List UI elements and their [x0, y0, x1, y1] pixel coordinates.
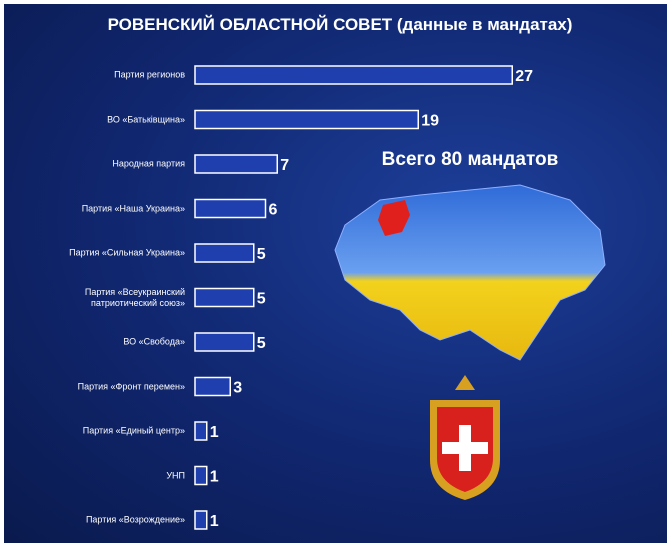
coat-of-arms [430, 375, 500, 500]
bar [194, 376, 231, 397]
annotation: Всего 80 мандатов [382, 149, 559, 170]
value-label: 1 [210, 424, 219, 441]
bar [194, 154, 278, 174]
bar [194, 243, 255, 263]
bar [194, 287, 255, 308]
chart-title: РОВЕНСКИЙ ОБЛАСТНОЙ СОВЕТ (данные в манд… [108, 15, 573, 34]
category-label: УНП [166, 470, 185, 480]
value-label: 5 [257, 335, 266, 352]
category-label: Партия «Наша Украина» [81, 203, 185, 213]
category-label: Партия регионов [114, 69, 185, 80]
map-ukraine [334, 184, 606, 361]
bar [194, 332, 255, 352]
category-label: ВО «Свобода» [123, 336, 185, 347]
value-label: 1 [210, 469, 219, 486]
value-label: 5 [257, 246, 266, 263]
bar [194, 421, 208, 441]
category-label: Партия «Сильная Украина» [69, 247, 185, 258]
value-label: 5 [257, 291, 266, 308]
map-rivne-region [378, 200, 410, 236]
value-label: 1 [210, 513, 219, 530]
category-label: Народная партия [112, 158, 185, 169]
category-label: Партия «Единый центр» [82, 425, 185, 436]
category-label: Партия «Возрождение» [85, 514, 185, 525]
category-label: ВО «Батьківщина» [107, 114, 185, 124]
bar [194, 109, 419, 130]
bar [194, 465, 208, 486]
value-label: 3 [233, 380, 242, 397]
value-label: 19 [421, 113, 439, 130]
category-label: Партия «Всеукраинский патриотический сою… [84, 286, 185, 308]
value-label: 6 [269, 202, 278, 219]
bar [194, 198, 267, 219]
value-label: 7 [280, 157, 289, 174]
value-label: 27 [515, 68, 533, 85]
bar [194, 65, 513, 85]
category-label: Партия «Фронт перемен» [77, 381, 185, 391]
bar [194, 510, 208, 530]
